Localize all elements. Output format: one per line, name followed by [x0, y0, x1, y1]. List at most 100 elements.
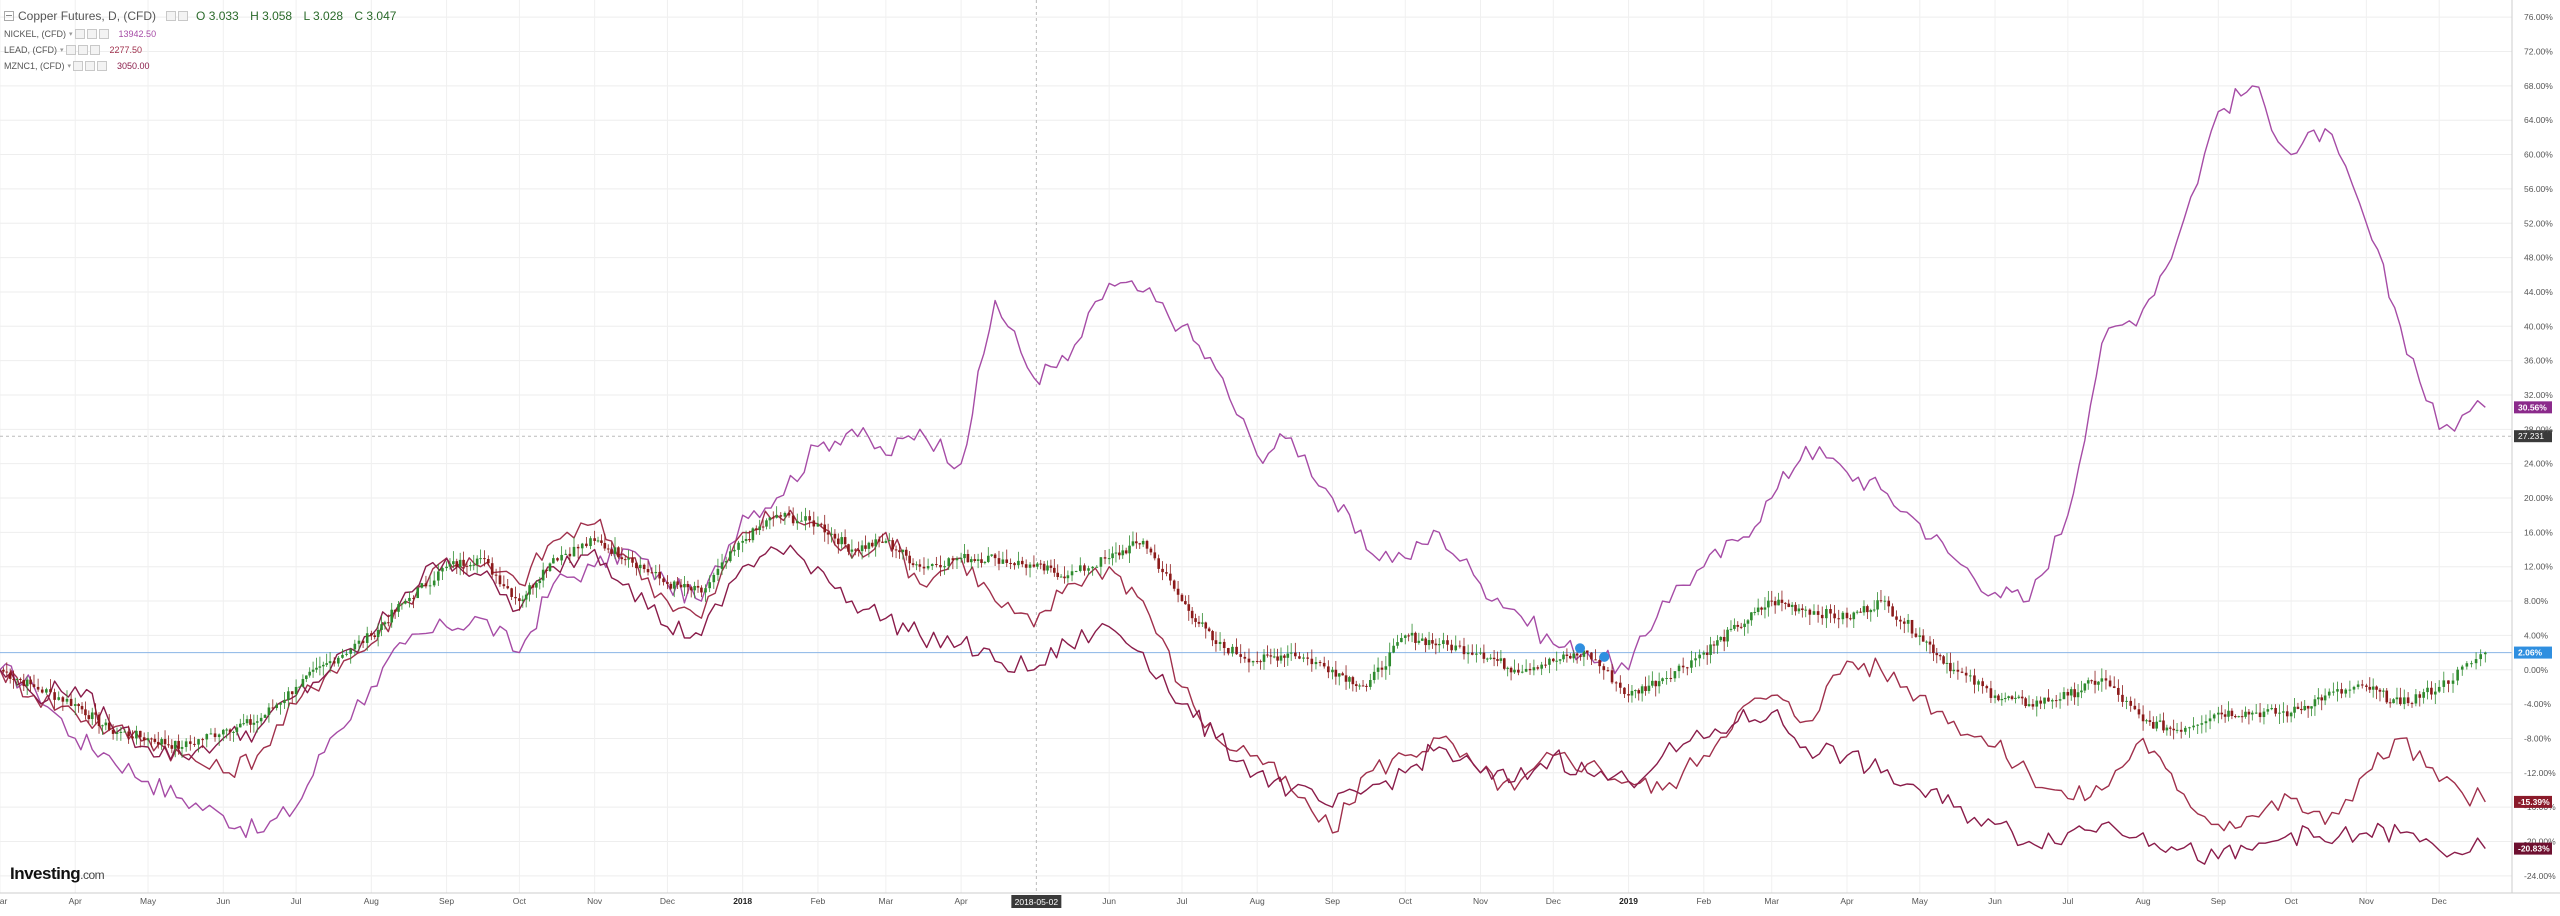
candle-body	[867, 542, 871, 549]
candle-body	[779, 515, 783, 517]
candle-body	[1131, 541, 1135, 546]
candle-body	[2076, 692, 2080, 698]
candle-body	[2179, 729, 2183, 732]
candle-body	[2313, 699, 2317, 707]
candle-body	[1790, 604, 1794, 607]
last-value-labels: 2.06% 30.56% -15.39% -20.83%	[2514, 401, 2552, 855]
candle-body	[1450, 644, 1453, 651]
candle-body	[193, 743, 196, 745]
settings-icon[interactable]	[85, 61, 96, 71]
candle-body	[2010, 696, 2014, 699]
candle-body	[689, 587, 693, 591]
candle-body	[669, 583, 673, 589]
visibility-icon[interactable]	[74, 29, 85, 39]
candle-body	[679, 584, 683, 588]
candle-body	[1602, 666, 1606, 671]
remove-icon[interactable]	[89, 45, 100, 55]
candle-body	[915, 564, 918, 566]
y-tick-label: -4.00%	[2524, 699, 2551, 709]
candle-body	[2365, 685, 2368, 687]
candle-body	[1427, 640, 1431, 646]
y-tick-label: 24.00%	[2524, 459, 2553, 469]
candle-body	[894, 549, 898, 551]
settings-icon[interactable]	[86, 29, 97, 39]
candle-body	[911, 563, 915, 566]
candle-body	[325, 663, 328, 665]
candle-body	[939, 565, 942, 568]
x-tick-label: Jun	[216, 896, 230, 906]
candle-body	[238, 723, 242, 728]
candle-body	[2278, 712, 2281, 714]
candle-body	[170, 745, 174, 749]
candle-body	[408, 597, 411, 602]
caret-down-icon[interactable]: ▾	[60, 47, 64, 54]
caret-down-icon[interactable]: ▾	[67, 63, 72, 70]
candle-body	[1056, 572, 1060, 577]
remove-icon[interactable]	[98, 29, 109, 39]
candle-body	[1726, 629, 1729, 642]
y-tick-label: 4.00%	[2524, 630, 2549, 640]
y-tick-label: 52.00%	[2524, 218, 2553, 228]
settings-icon[interactable]	[77, 45, 88, 55]
candle-body	[1651, 680, 1654, 686]
candle-body	[1298, 656, 1301, 659]
candle-body	[490, 563, 494, 575]
candle-body	[970, 559, 973, 563]
collapse-icon[interactable]	[4, 11, 14, 21]
candle-body	[1036, 563, 1039, 567]
candle-body	[1575, 653, 1579, 656]
candle-body	[976, 559, 980, 561]
candle-body	[1506, 667, 1509, 669]
candle-body	[361, 640, 365, 643]
y-tick-label: 60.00%	[2524, 150, 2553, 160]
candle-body	[631, 558, 634, 563]
candle-body	[2155, 721, 2158, 729]
overlay-name[interactable]: MZNC1, (CFD)	[4, 61, 65, 71]
candle-body	[45, 689, 48, 693]
candle-body	[935, 564, 938, 566]
candlestick-layer	[2, 506, 2487, 758]
candle-body	[424, 583, 428, 587]
candle-body	[2000, 699, 2004, 701]
high-value: H 3.058	[250, 9, 293, 23]
candle-body	[826, 532, 830, 535]
candle-body	[1829, 609, 1832, 614]
main-instrument-name[interactable]: Copper Futures, D, (CFD)	[18, 9, 157, 23]
candle-body	[833, 533, 837, 539]
overlay-value: 13942.50	[118, 29, 157, 39]
overlay-name[interactable]: NICKEL, (CFD)	[4, 29, 67, 39]
candle-body	[1121, 550, 1125, 556]
y-tick-label: 44.00%	[2524, 287, 2553, 297]
candle-body	[1753, 611, 1757, 613]
last-value-label: 2.06%	[2518, 648, 2543, 658]
candle-body	[2266, 709, 2270, 712]
visibility-icon[interactable]	[73, 61, 84, 71]
candle-body	[1070, 571, 1074, 576]
candle-body	[1825, 609, 1828, 619]
remove-icon[interactable]	[97, 61, 108, 71]
candle-body	[2208, 718, 2212, 722]
visibility-icon[interactable]	[166, 11, 177, 21]
candle-body	[1327, 666, 1330, 673]
visibility-icon[interactable]	[65, 45, 76, 55]
candle-body	[1259, 661, 1262, 663]
overlay-name[interactable]: LEAD, (CFD)	[4, 45, 58, 55]
candle-body	[1623, 687, 1626, 695]
x-tick-label: Sep	[2211, 896, 2226, 906]
settings-icon[interactable]	[178, 11, 189, 21]
candle-body	[2414, 694, 2418, 704]
legend-row-overlay: MZNC1, (CFD) ▾ 3050.00	[4, 58, 404, 74]
candle-body	[610, 549, 613, 554]
event-marker-icon	[1599, 651, 1610, 662]
candle-body	[1928, 641, 1932, 645]
candle-body	[2108, 680, 2112, 687]
candle-body	[127, 731, 130, 737]
candle-body	[847, 544, 850, 552]
candle-body	[1180, 594, 1184, 602]
candle-body	[1020, 560, 1024, 565]
candle-body	[884, 540, 888, 543]
x-tick-label: Jul	[2062, 896, 2073, 906]
caret-down-icon[interactable]: ▾	[69, 31, 73, 38]
